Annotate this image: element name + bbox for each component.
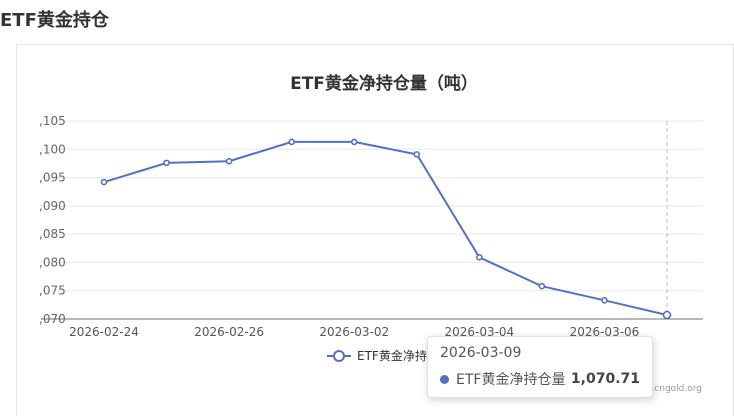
data-tooltip: 2026-03-09 ETF黄金净持仓量 1,070.71 <box>427 336 653 398</box>
data-point[interactable] <box>225 157 233 165</box>
x-tick-label: 2026-03-06 <box>570 325 640 339</box>
y-tick-label: ,105 <box>39 114 66 128</box>
series-dot-icon <box>440 374 449 384</box>
data-point[interactable] <box>662 310 672 320</box>
x-tick-label: 2026-03-02 <box>319 325 389 339</box>
data-point[interactable] <box>100 178 108 186</box>
y-tick-label: ,095 <box>39 171 66 185</box>
data-point[interactable] <box>288 138 295 146</box>
y-tick-label: ,100 <box>39 142 66 156</box>
tooltip-date: 2026-03-09 <box>440 345 522 361</box>
legend[interactable]: ETF黄金净持 <box>327 348 427 363</box>
x-tick-label: 2026-02-24 <box>69 325 139 339</box>
y-tick-label: ,080 <box>39 255 66 269</box>
data-point[interactable] <box>601 297 608 304</box>
x-tick-label: 2026-02-26 <box>194 325 264 339</box>
y-tick-label: ,085 <box>39 227 66 241</box>
y-tick-label: ,090 <box>39 199 66 213</box>
legend-label: ETF黄金净持 <box>357 348 427 363</box>
x-tick-label: 2026-03-04 <box>444 325 514 339</box>
legend-marker-icon <box>333 350 345 362</box>
y-tick-label: ,075 <box>39 284 66 298</box>
source-watermark: www.cngold.org <box>630 384 702 394</box>
tooltip-series-name: ETF黄金净持仓量 <box>456 372 566 388</box>
data-point[interactable] <box>350 138 358 146</box>
data-point[interactable] <box>163 159 170 167</box>
data-point[interactable] <box>413 151 421 158</box>
chart-title: ETF黄金净持仓量（吨） <box>290 73 478 94</box>
line-chart: ETF黄金净持仓量（吨） ,070 ,075 ,080 ,085 ,090 ,095 ,10… <box>39 73 703 394</box>
series-line <box>103 140 668 316</box>
chart-card: ETF黄金净持仓量（吨） ,070 ,075 ,080 ,085 ,090 ,095 ,10… <box>16 44 734 416</box>
data-point[interactable] <box>476 254 483 261</box>
data-point[interactable] <box>538 282 546 290</box>
y-tick-label: ,070 <box>39 312 66 326</box>
section-title: ETF黄金持仓 <box>0 10 109 31</box>
tooltip-row: ETF黄金净持仓量 1,070.71 <box>440 369 640 389</box>
tooltip-value: 1,070.71 <box>570 371 640 387</box>
